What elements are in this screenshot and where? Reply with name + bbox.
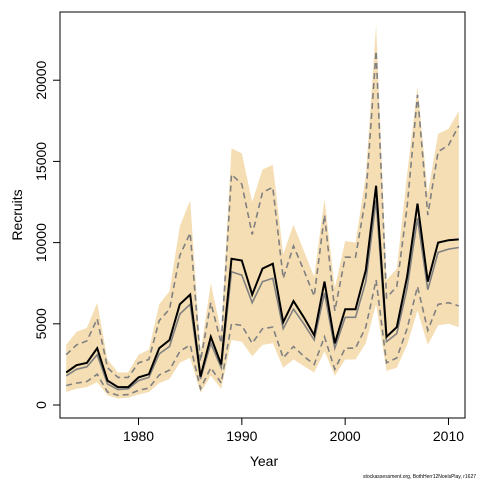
series-median-line xyxy=(65,185,459,389)
x-tick-label: 1980 xyxy=(123,428,154,444)
y-tick-label: 0 xyxy=(33,401,49,409)
y-axis: 0 5000 10000 15000 20000 xyxy=(33,61,60,409)
y-tick-label: 5000 xyxy=(33,308,49,339)
x-axis-title: Year xyxy=(250,453,279,469)
y-tick-label: 20000 xyxy=(33,61,49,100)
series-upper-dashed xyxy=(65,50,460,379)
confidence-band-layer xyxy=(66,25,459,399)
series-lower-dashed xyxy=(66,279,460,397)
x-tick-label: 2010 xyxy=(433,428,464,444)
x-tick-label: 2000 xyxy=(330,428,361,444)
series-grey-line xyxy=(65,200,459,391)
y-tick-label: 15000 xyxy=(33,142,49,181)
y-axis-title: Recruits xyxy=(9,189,25,240)
plot-frame xyxy=(59,11,466,419)
y-tick-label: 10000 xyxy=(33,223,49,262)
x-axis: 1980 1990 2000 2010 xyxy=(123,418,464,444)
confidence-band xyxy=(66,25,459,399)
series-lines-layer xyxy=(65,50,460,397)
x-tick-label: 1990 xyxy=(226,428,257,444)
credit-text: stockassessment.org, BothHerr12NoelsPlay… xyxy=(363,474,476,480)
